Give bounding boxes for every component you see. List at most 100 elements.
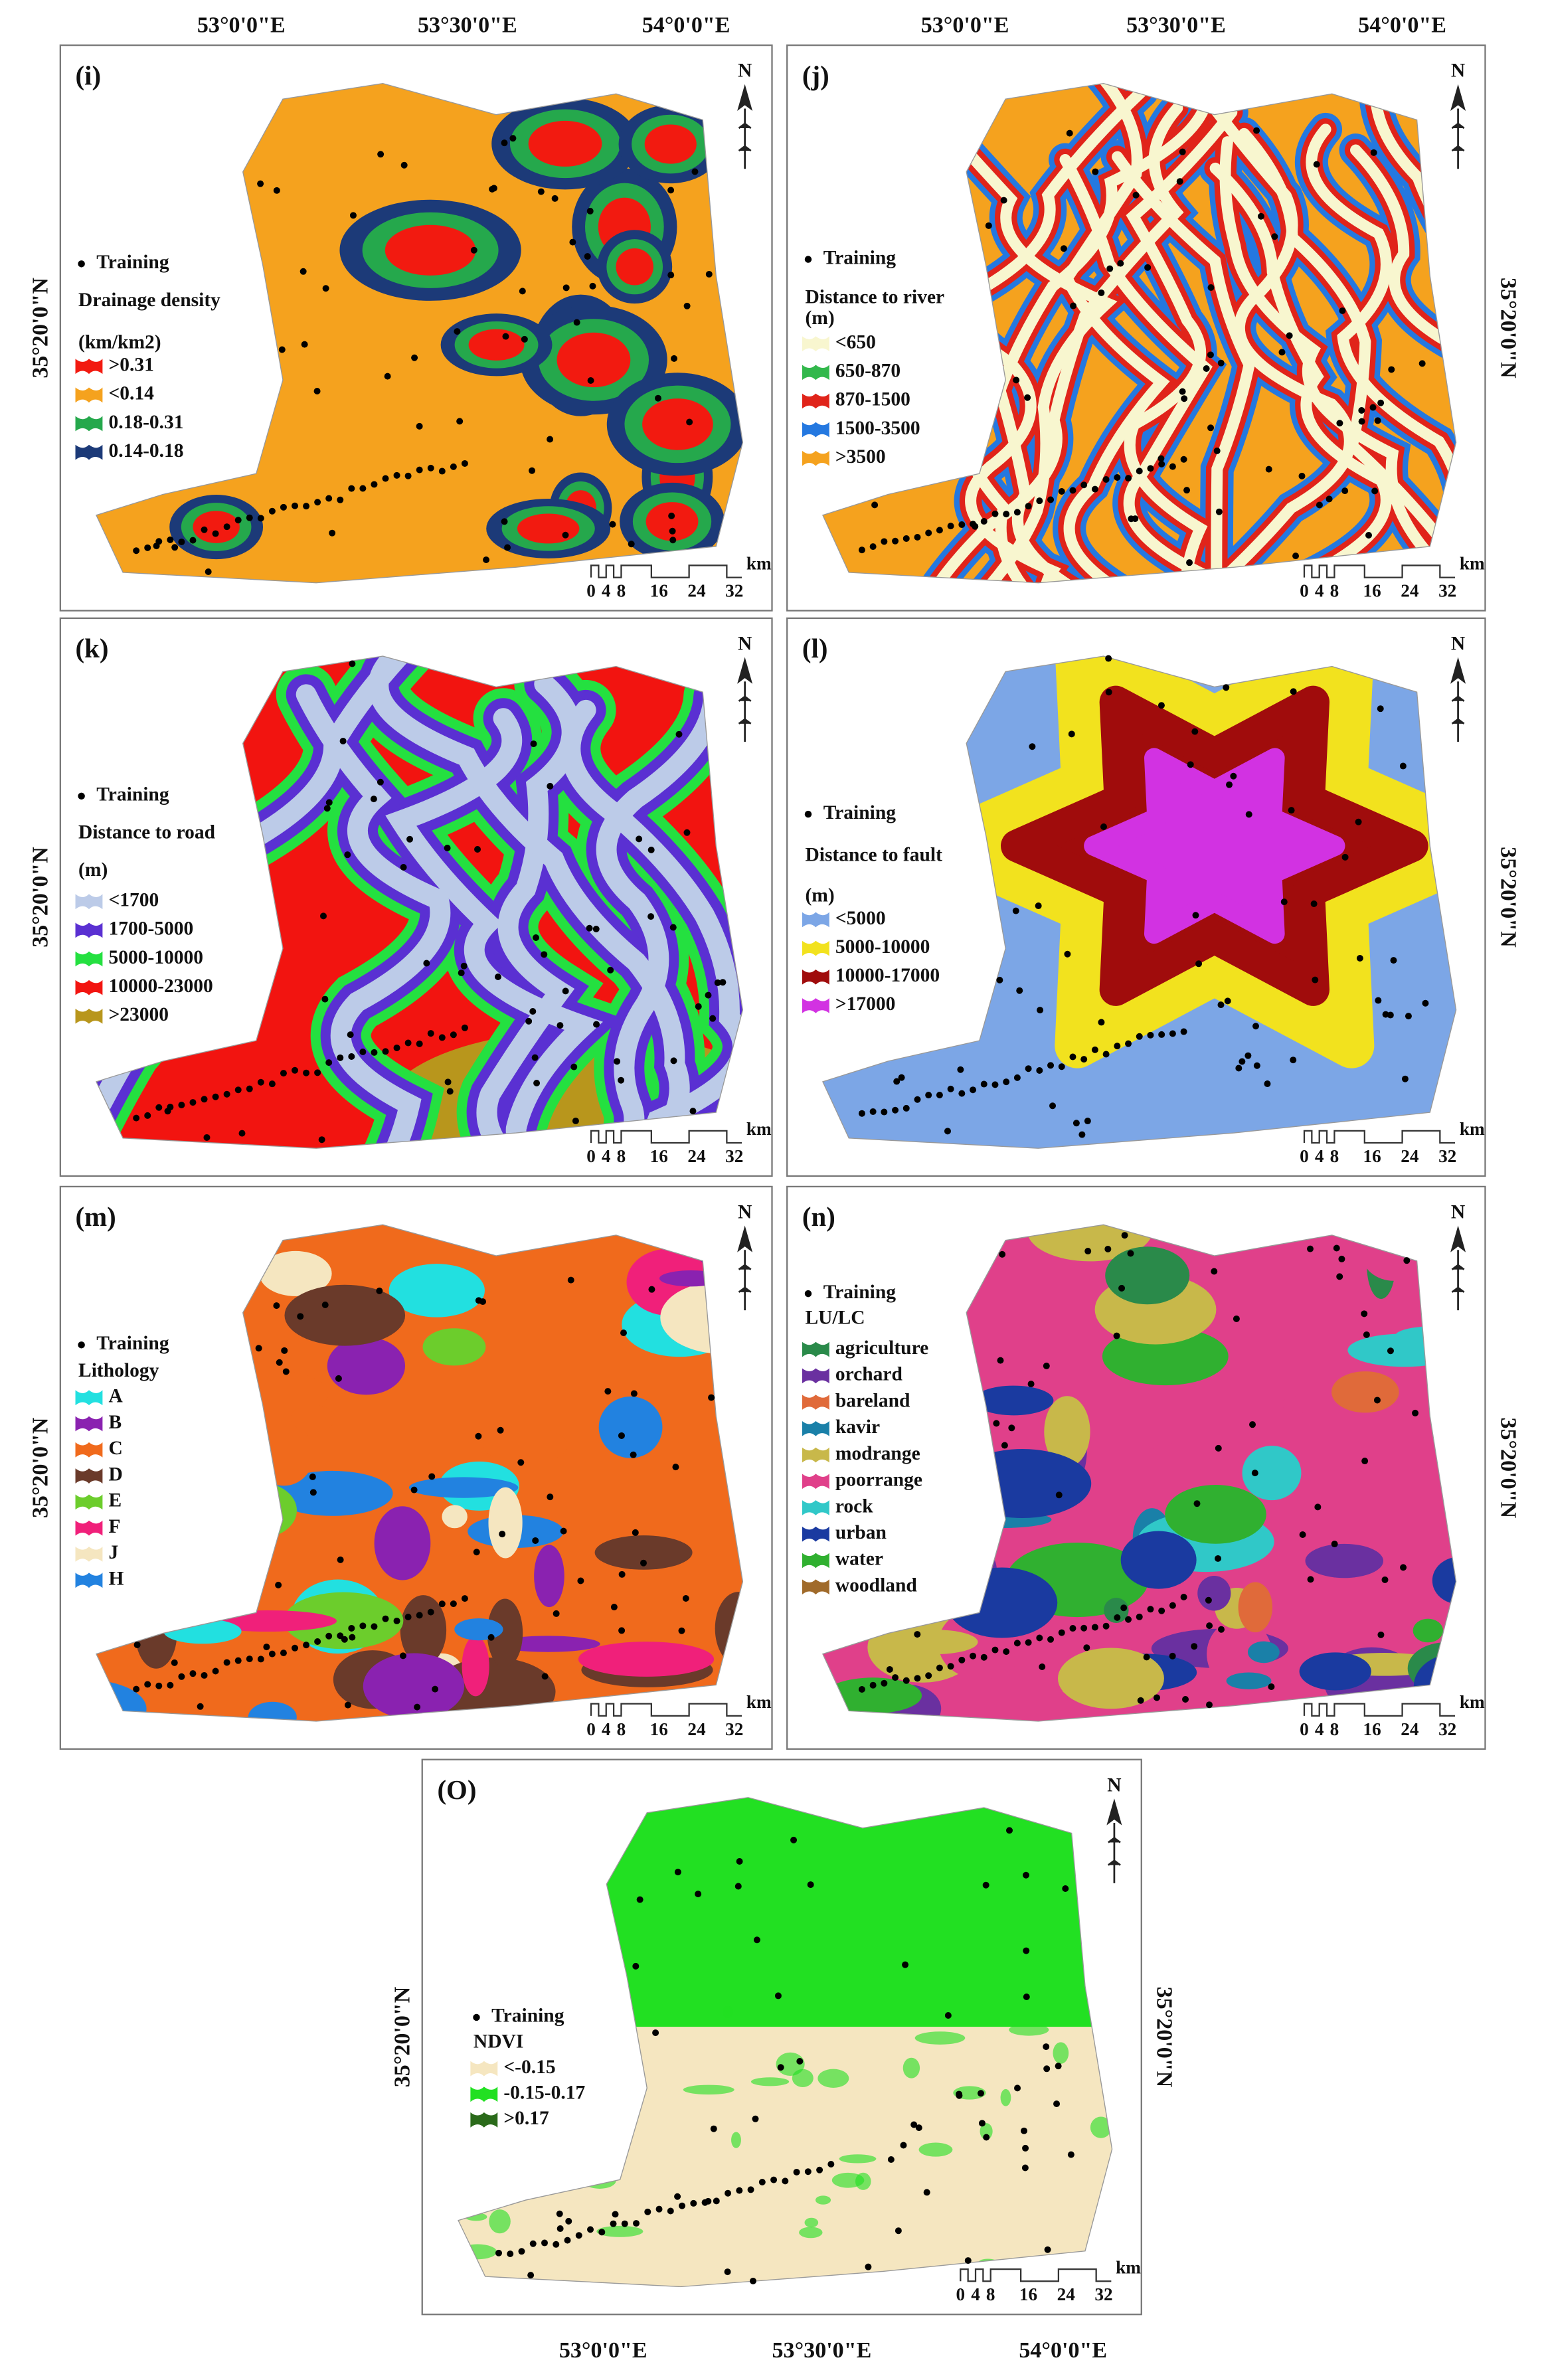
training-point (957, 1066, 964, 1073)
training-point (564, 2237, 571, 2244)
legend-label: 870-1500 (835, 389, 910, 410)
training-point (970, 521, 977, 528)
training-point (238, 1130, 246, 1137)
training-point (1207, 351, 1214, 359)
training-point (553, 2241, 560, 2248)
training-point (1001, 1442, 1008, 1449)
training-point (444, 1078, 452, 1086)
training-point (947, 1663, 954, 1670)
training-point (1203, 365, 1210, 372)
scale-tick-label: 4 (602, 581, 611, 601)
training-point (273, 187, 280, 194)
training-point (610, 1604, 618, 1611)
legend-swatch (802, 998, 829, 1013)
training-point (377, 778, 384, 786)
training-point (1053, 2100, 1061, 2108)
latitude-label: 35°20'0"N (28, 278, 52, 379)
legend-label: agriculture (835, 1337, 928, 1359)
training-point (1000, 197, 1007, 204)
training-point (753, 1936, 760, 1944)
legend-label: <1700 (108, 890, 159, 911)
training-point (557, 2225, 564, 2233)
training-point (796, 2058, 804, 2065)
training-point (371, 1049, 378, 1056)
map-zone (594, 1535, 693, 1570)
training-point (1121, 1232, 1128, 1239)
legend-title: NDVI (473, 2031, 523, 2052)
training-point (203, 1134, 211, 1141)
training-point (1288, 807, 1295, 814)
training-point (991, 1081, 999, 1088)
training-point (348, 485, 355, 492)
training-point (349, 1634, 356, 1641)
training-point (502, 333, 509, 340)
training-point (1043, 1362, 1050, 1369)
training-point (519, 288, 526, 295)
map-panel: (j) Training Distance to river(m)<650 650-8… (786, 44, 1486, 612)
scale-tick-label: 4 (1315, 1719, 1324, 1739)
training-point (1158, 702, 1165, 709)
map-zone (385, 224, 476, 276)
latitude-label: 35°20'0"N (1496, 278, 1520, 379)
training-point (178, 1673, 185, 1680)
training-point (695, 1891, 702, 1898)
map-zone (642, 398, 713, 450)
training-point (547, 436, 554, 443)
training-point (925, 1092, 932, 1099)
training-point (1400, 1564, 1407, 1571)
training-point (1387, 1011, 1394, 1019)
training-point (758, 2178, 766, 2185)
training-point (1143, 1654, 1150, 1661)
training-point (359, 485, 367, 492)
training-point (450, 1600, 457, 1608)
training-label: Training (96, 784, 169, 806)
training-point (155, 538, 163, 545)
training-point (1125, 1040, 1132, 1047)
map-zone (776, 2052, 805, 2076)
training-point (1084, 1248, 1092, 1255)
map-zone (193, 511, 240, 543)
training-point (1306, 1245, 1314, 1252)
training-point (189, 537, 197, 544)
training-point (1055, 2063, 1062, 2070)
training-point (667, 187, 675, 194)
training-point (869, 543, 877, 551)
training-point (900, 2142, 907, 2149)
training-point (1215, 508, 1223, 515)
training-point (322, 285, 329, 292)
training-point (438, 1034, 446, 1041)
training-point (1356, 954, 1363, 962)
map-zone (596, 2225, 643, 2237)
legend-label: E (108, 1490, 122, 1511)
training-point (1062, 1885, 1069, 1892)
training-point (683, 302, 691, 309)
training-point (1055, 1491, 1063, 1499)
training-point (1023, 1994, 1030, 2001)
training-points (858, 655, 1429, 1138)
panel-label: (n) (802, 1202, 835, 1232)
training-point (1102, 1051, 1110, 1058)
training-point (337, 1556, 344, 1563)
legend-label: B (108, 1412, 122, 1433)
training-point (348, 1624, 355, 1632)
training-point (1312, 976, 1319, 983)
training-point (458, 970, 465, 977)
training-point (529, 467, 536, 474)
training-point (1331, 1541, 1338, 1548)
training-point (551, 195, 558, 202)
training-point (1257, 212, 1264, 220)
training-point (1147, 465, 1154, 472)
training-point (329, 529, 336, 537)
training-point (914, 1631, 921, 1638)
legend-label: 1500-3500 (835, 418, 920, 439)
training-point (980, 1654, 987, 1661)
training-point (1183, 487, 1191, 494)
map-zone (616, 248, 653, 286)
legend-label: 10000-23000 (108, 976, 213, 997)
training-point (144, 1112, 151, 1119)
training-point (1084, 1118, 1091, 1125)
training-point (410, 1486, 418, 1493)
training-point (1025, 503, 1032, 510)
north-arrow (1450, 1225, 1466, 1311)
